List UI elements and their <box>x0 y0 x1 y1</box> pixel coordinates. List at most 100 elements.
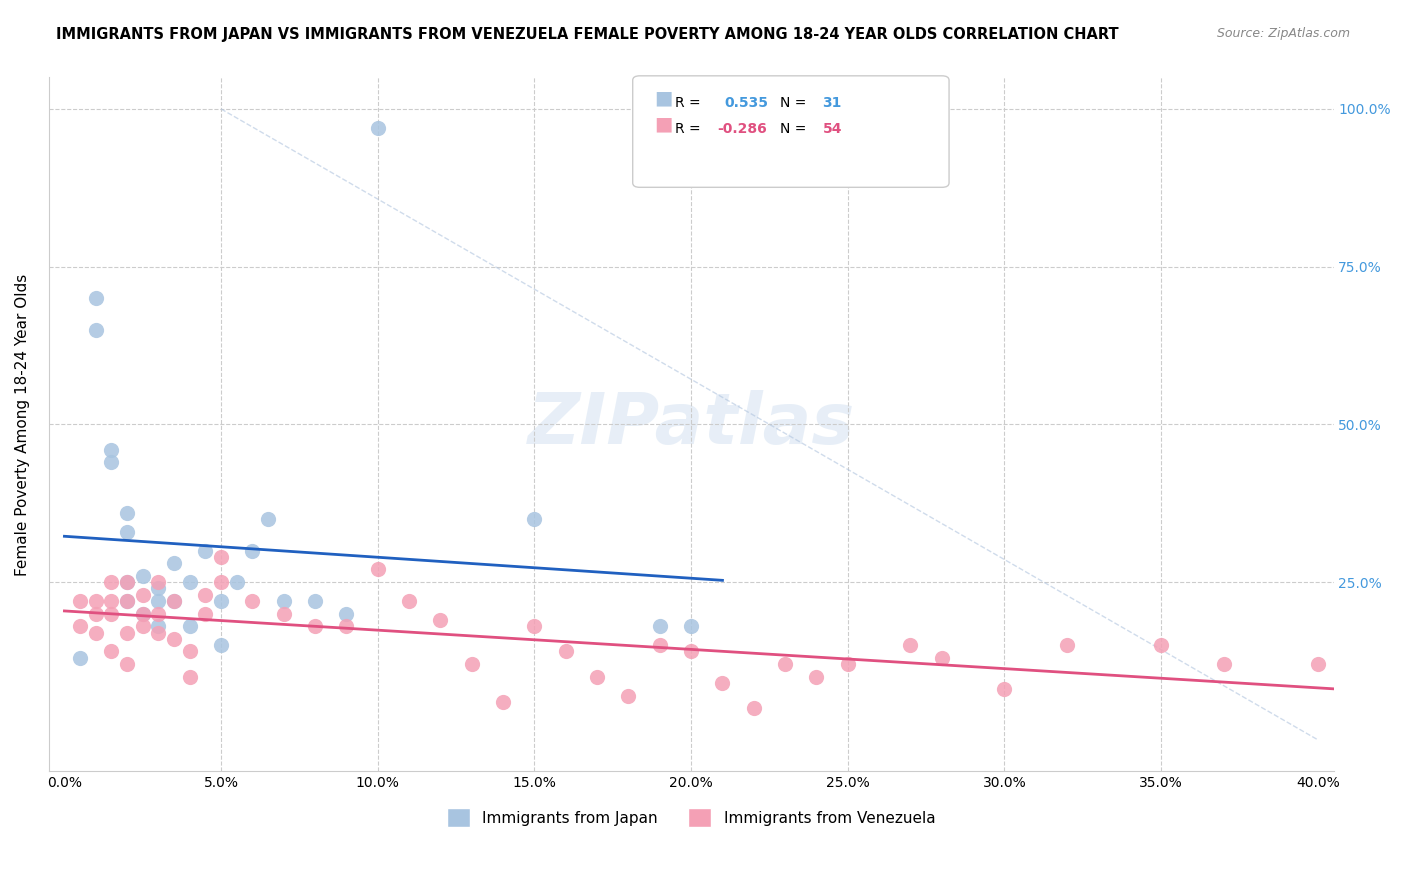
Point <box>194 588 217 602</box>
Point <box>209 549 232 564</box>
Point <box>163 594 186 608</box>
Point <box>523 619 546 633</box>
Point <box>194 607 217 621</box>
Point <box>148 582 170 596</box>
Point <box>163 556 186 570</box>
Point <box>132 569 155 583</box>
Point <box>115 625 138 640</box>
Point <box>115 524 138 539</box>
Point <box>1306 657 1329 672</box>
Point <box>115 657 138 672</box>
Text: -0.286: -0.286 <box>717 122 766 136</box>
Point <box>492 695 515 709</box>
Point <box>179 575 201 590</box>
Point <box>648 638 671 652</box>
Text: IMMIGRANTS FROM JAPAN VS IMMIGRANTS FROM VENEZUELA FEMALE POVERTY AMONG 18-24 YE: IMMIGRANTS FROM JAPAN VS IMMIGRANTS FROM… <box>56 27 1119 42</box>
Point <box>617 689 640 703</box>
Text: 31: 31 <box>823 95 842 110</box>
Point <box>84 291 107 305</box>
Point <box>115 575 138 590</box>
Point <box>1150 638 1173 652</box>
Point <box>242 543 264 558</box>
Point <box>132 619 155 633</box>
Point <box>132 588 155 602</box>
Point <box>209 638 232 652</box>
Point <box>100 607 122 621</box>
Point <box>209 575 232 590</box>
Point <box>367 120 389 135</box>
Point <box>115 575 138 590</box>
Point <box>225 575 247 590</box>
Point <box>115 506 138 520</box>
Point <box>84 594 107 608</box>
Point <box>84 607 107 621</box>
Point <box>429 613 451 627</box>
Point <box>711 676 734 690</box>
Point <box>163 594 186 608</box>
Point <box>209 594 232 608</box>
Text: N =: N = <box>780 122 807 136</box>
Text: 0.535: 0.535 <box>724 95 768 110</box>
Point <box>681 644 703 658</box>
Point <box>115 594 138 608</box>
Point <box>84 323 107 337</box>
Point <box>900 638 922 652</box>
Point <box>681 619 703 633</box>
Point <box>69 650 91 665</box>
Point <box>1212 657 1234 672</box>
Text: 54: 54 <box>823 122 842 136</box>
Point <box>148 607 170 621</box>
Legend: Immigrants from Japan, Immigrants from Venezuela: Immigrants from Japan, Immigrants from V… <box>441 802 941 833</box>
Point <box>335 607 357 621</box>
Text: ■: ■ <box>654 88 672 107</box>
Point <box>586 670 609 684</box>
Point <box>931 650 953 665</box>
Text: R =: R = <box>675 122 700 136</box>
Text: Source: ZipAtlas.com: Source: ZipAtlas.com <box>1216 27 1350 40</box>
Point <box>304 619 326 633</box>
Y-axis label: Female Poverty Among 18-24 Year Olds: Female Poverty Among 18-24 Year Olds <box>15 273 30 575</box>
Point <box>148 619 170 633</box>
Point <box>100 644 122 658</box>
Point <box>179 644 201 658</box>
Text: N =: N = <box>780 95 807 110</box>
Text: ZIPatlas: ZIPatlas <box>527 390 855 458</box>
Point <box>837 657 859 672</box>
Point <box>242 594 264 608</box>
Point <box>132 607 155 621</box>
Point <box>100 575 122 590</box>
Point <box>132 607 155 621</box>
Point <box>148 594 170 608</box>
Point <box>273 607 295 621</box>
Text: R =: R = <box>675 95 700 110</box>
Point <box>648 619 671 633</box>
Point <box>367 562 389 576</box>
Point <box>461 657 484 672</box>
Point <box>69 619 91 633</box>
Point <box>1056 638 1078 652</box>
Point <box>148 575 170 590</box>
Point <box>773 657 796 672</box>
Point <box>69 594 91 608</box>
Point <box>179 670 201 684</box>
Point <box>257 512 280 526</box>
Text: ■: ■ <box>654 115 672 134</box>
Point <box>523 512 546 526</box>
Point <box>100 594 122 608</box>
Point <box>148 625 170 640</box>
Point <box>179 619 201 633</box>
Point <box>194 543 217 558</box>
Point <box>554 644 576 658</box>
Point <box>993 682 1015 697</box>
Point <box>115 594 138 608</box>
Point <box>100 442 122 457</box>
Point <box>84 625 107 640</box>
Point <box>304 594 326 608</box>
Point <box>398 594 420 608</box>
Point <box>100 455 122 469</box>
Point <box>806 670 828 684</box>
Point <box>742 701 765 715</box>
Point <box>335 619 357 633</box>
Point <box>163 632 186 646</box>
Point <box>273 594 295 608</box>
